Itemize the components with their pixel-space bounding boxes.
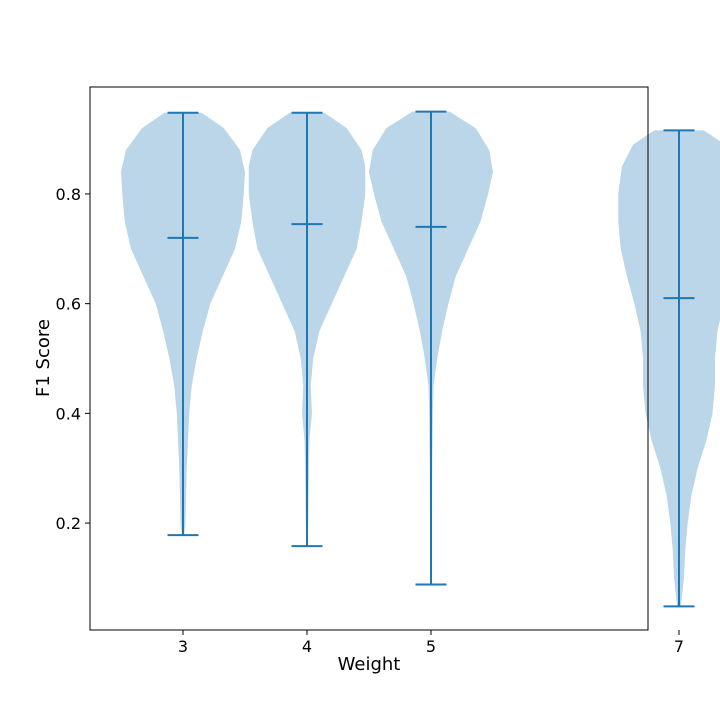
x-tick-label: 7 <box>674 637 684 656</box>
x-tick-label: 4 <box>302 637 312 656</box>
violin-body-7 <box>618 130 720 607</box>
plot-frame <box>89 86 649 631</box>
violin-group <box>121 110 720 608</box>
y-tick-label: 0.2 <box>56 514 81 533</box>
y-tick-label: 0.8 <box>56 185 81 204</box>
x-tick-label: 3 <box>178 637 188 656</box>
y-tick-label: 0.6 <box>56 295 81 314</box>
y-axis-label: F1 Score <box>33 319 54 397</box>
y-tick-label: 0.4 <box>56 404 81 423</box>
y-axis: 0.2 0.4 0.6 0.8 <box>56 185 90 533</box>
x-axis: 3 4 5 7 <box>178 630 684 656</box>
x-axis-label: Weight <box>338 654 401 675</box>
x-tick-label: 5 <box>426 637 436 656</box>
